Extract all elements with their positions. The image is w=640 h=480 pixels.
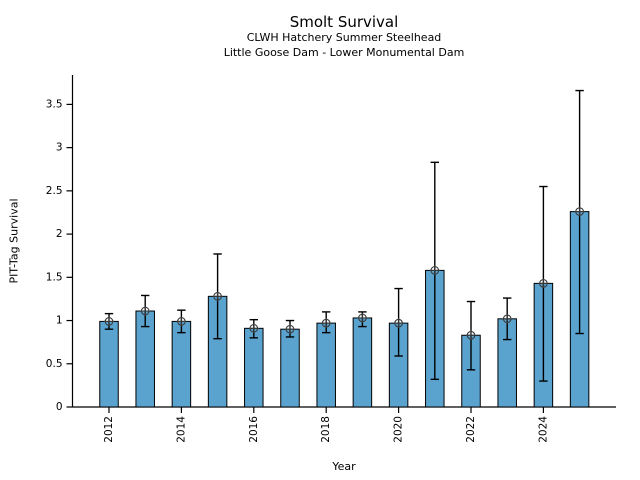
- chart-title: Smolt Survival: [289, 13, 399, 31]
- bar-2012: [99, 320, 119, 408]
- y-tick-label-0: 0: [56, 401, 63, 413]
- y-tick-label-3.5: 3.5: [46, 98, 63, 110]
- bar-2018: [316, 322, 336, 408]
- bar-2014: [171, 320, 192, 408]
- y-tick-label-3: 3: [56, 142, 63, 154]
- y-tick-label-0.5: 0.5: [46, 358, 63, 370]
- y-tick-label-1.5: 1.5: [46, 271, 63, 283]
- x-tick-label-2018: 2018: [320, 416, 332, 443]
- y-tick-label-2: 2: [56, 228, 63, 240]
- x-tick-label-2020: 2020: [393, 416, 405, 443]
- x-tick-label-2022: 2022: [465, 416, 477, 443]
- chart-subtitle-line2: Little Goose Dam - Lower Monumental Dam: [223, 46, 465, 59]
- bar-2017: [280, 328, 300, 408]
- chart-subtitle-line1: CLWH Hatchery Summer Steelhead: [246, 31, 442, 44]
- bar-2019: [352, 317, 373, 408]
- x-tick-label-2014: 2014: [175, 416, 187, 443]
- y-tick-label-2.5: 2.5: [46, 185, 63, 197]
- bar-2016: [244, 327, 264, 408]
- x-tick-label-2024: 2024: [537, 416, 549, 443]
- y-tick-label-1: 1: [56, 315, 63, 327]
- x-tick-label-2016: 2016: [248, 416, 260, 443]
- x-tick-label-2012: 2012: [103, 416, 115, 443]
- x-axis-label: Year: [332, 460, 356, 473]
